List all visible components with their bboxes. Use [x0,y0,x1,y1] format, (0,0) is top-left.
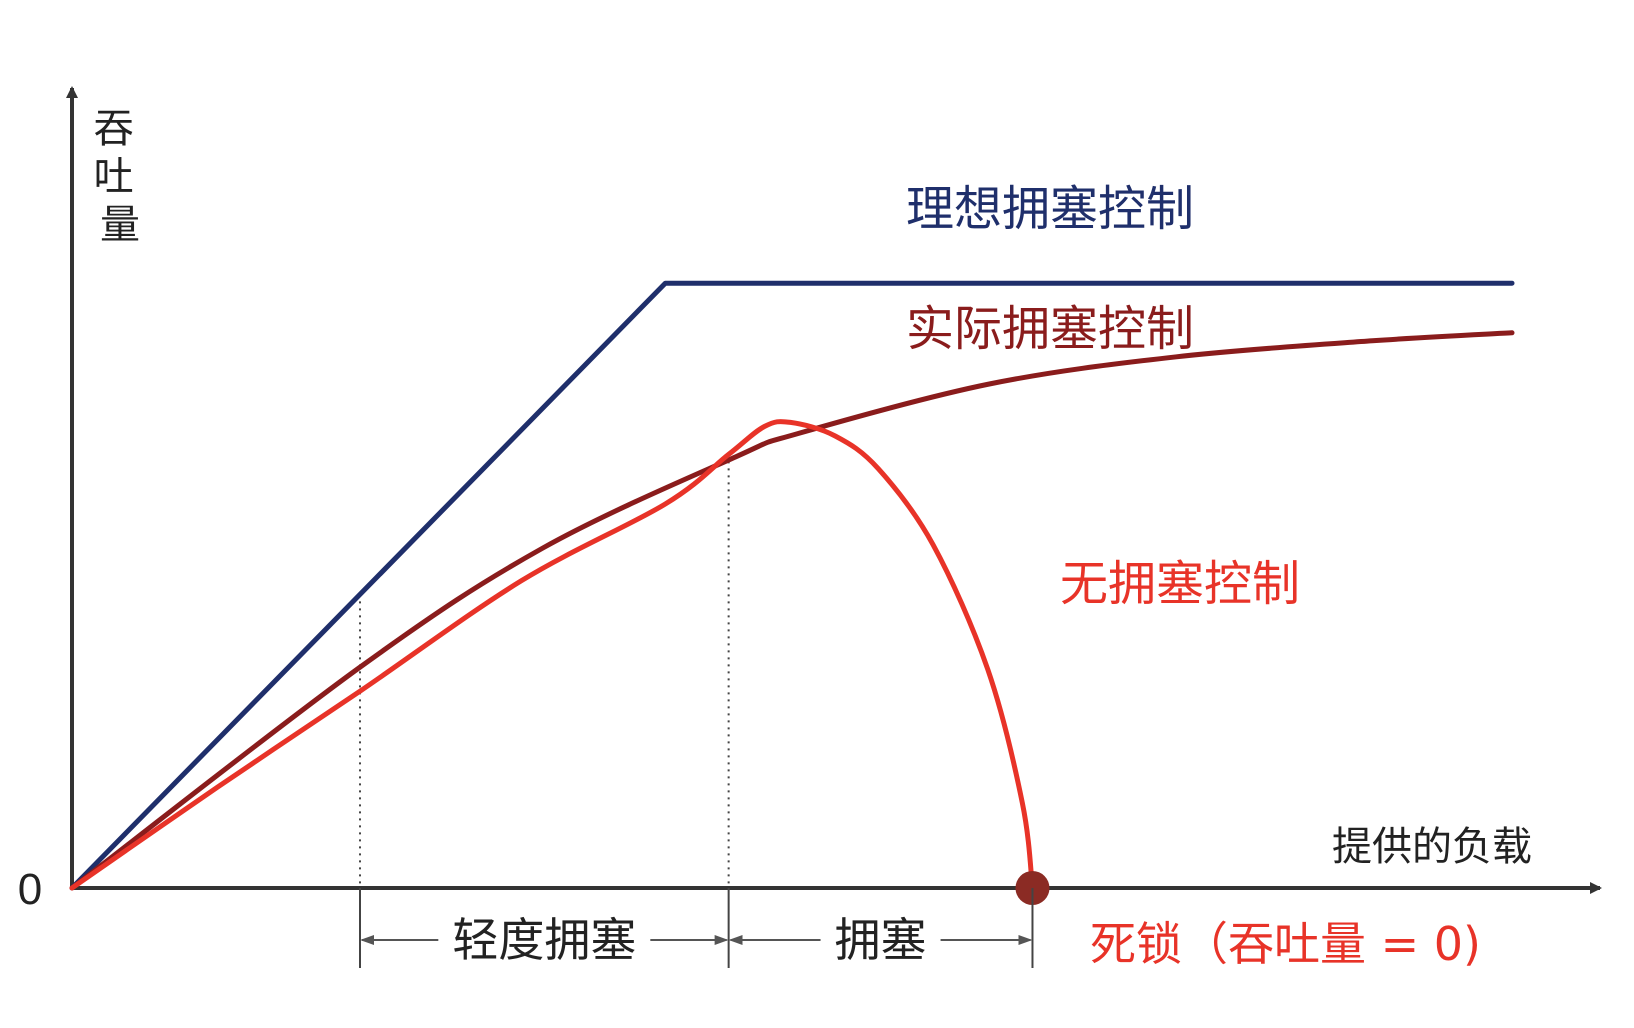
series-line-no-control [69,419,1035,891]
x-axis-label: 提供的负载 [1332,824,1532,870]
series-label-actual-control: 实际拥塞控制 [906,301,1194,357]
region-guides [359,454,730,888]
region-label: 拥塞 [835,913,927,967]
series-line-actual-control [69,330,1515,891]
origin-label: 0 [18,865,42,914]
series-label-no-control: 无拥塞控制 [1060,556,1300,612]
region-label: 轻度拥塞 [452,913,636,967]
series-line-ideal-control [69,280,1515,891]
region-markers: 轻度拥塞 拥塞 [359,888,1034,968]
deadlock-annotation: 死锁（吞吐量 = 0) [1090,917,1481,971]
y-axis-label: 吞 吐 量 [94,106,147,248]
series-label-ideal-control: 理想拥塞控制 [906,181,1194,237]
